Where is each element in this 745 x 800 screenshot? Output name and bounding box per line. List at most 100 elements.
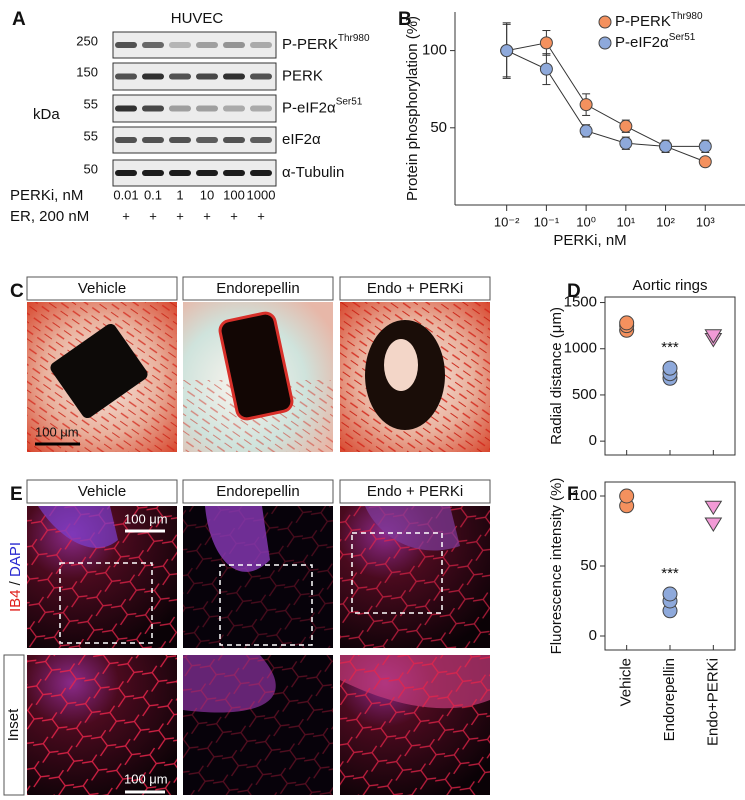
legend-label: P-PERKThr980: [615, 11, 703, 30]
title-box: [339, 276, 491, 301]
data-point: [662, 360, 678, 376]
panel-label: B: [398, 9, 412, 30]
image-title: Endo + PERKi: [367, 483, 463, 500]
x-tick-label: 10⁻¹: [534, 214, 560, 229]
image-title: Vehicle: [78, 483, 126, 500]
x-tick-label: Vehicle: [618, 658, 635, 706]
scale-label: 100 μm: [35, 424, 79, 439]
inset-label-box: [3, 654, 25, 796]
ring: [38, 506, 118, 548]
y-tick-label: 100: [572, 487, 597, 504]
title-box: [26, 479, 178, 504]
image-texture: [340, 655, 490, 795]
blot-strip: [112, 62, 277, 91]
blot-band: [223, 42, 245, 48]
blot-band: [250, 170, 272, 176]
conc-value: 0.01: [113, 187, 138, 202]
label-sup: Ser51: [336, 96, 363, 107]
mw-label: 150: [76, 64, 98, 79]
ring: [205, 506, 270, 572]
x-tick-label: 10¹: [616, 214, 635, 229]
label-text: P-PERK: [282, 36, 338, 53]
blot-band: [115, 73, 137, 80]
data-point: [704, 329, 723, 344]
blot-band: [169, 73, 191, 80]
image-title: Endorepellin: [216, 280, 299, 297]
y-tick-label: 500: [572, 386, 597, 403]
data-point: [579, 124, 593, 138]
label-text: α-Tubulin: [282, 164, 344, 181]
legend-name: P-PERK: [615, 13, 671, 30]
blot-band: [169, 105, 191, 112]
data-point: [698, 139, 712, 153]
legend-marker: [598, 15, 612, 29]
stain-label: IB4 / DAPI: [7, 542, 24, 612]
conc-value: 1000: [247, 187, 276, 202]
x-tick-label: 10³: [696, 214, 715, 229]
legend-sup: Ser51: [669, 32, 696, 43]
stain-part: /: [7, 577, 24, 590]
y-tick-label: 50: [580, 557, 597, 574]
scale-label: 100 μm: [124, 511, 168, 526]
legend-marker: [598, 36, 612, 50]
blot-strip: [112, 31, 277, 59]
mw-label: 55: [84, 96, 98, 111]
label-text: eIF2α: [282, 131, 321, 148]
ring: [50, 323, 148, 419]
image-texture: [27, 655, 177, 795]
blot-band: [169, 170, 191, 176]
panel-label: A: [12, 9, 26, 30]
blot-band: [223, 170, 245, 176]
panel-label: C: [10, 281, 24, 302]
blot-band: [142, 170, 164, 176]
title-box: [182, 479, 334, 504]
data-point: [698, 155, 712, 169]
blot-band: [142, 42, 164, 48]
stain-part: IB4: [7, 590, 24, 613]
series-line: [506, 42, 706, 163]
y-tick-label: 100: [422, 42, 447, 59]
blot-band: [142, 137, 164, 143]
legend-sup: Thr980: [671, 11, 703, 22]
blot-row-label: P-PERKThr980: [282, 33, 370, 53]
blot-band: [196, 73, 218, 80]
blot-band: [115, 137, 137, 143]
inset-label: Inset: [5, 708, 22, 741]
data-point: [619, 119, 633, 133]
blot-row-label: PERK: [282, 67, 323, 84]
conc-value: 10: [200, 187, 214, 202]
y-tick-label: 1500: [564, 294, 597, 311]
blot-band: [169, 42, 191, 48]
blot-band: [223, 105, 245, 112]
data-point: [619, 488, 635, 504]
blot-title: HUVEC: [171, 10, 224, 27]
label-sup: Thr980: [338, 33, 370, 44]
er-mark: +: [230, 208, 238, 223]
data-point: [704, 517, 723, 532]
y-tick-label: 0: [589, 432, 597, 449]
er-mark: +: [149, 208, 157, 223]
y-tick-label: 50: [430, 119, 447, 136]
y-tick-label: 1000: [564, 340, 597, 357]
conc-label: PERKi, nM: [10, 187, 83, 204]
blot-strip: [112, 126, 277, 154]
significance: ***: [661, 339, 679, 356]
y-axis-label: Protein phosphorylation (%): [404, 16, 421, 201]
blot-unit: kDa: [33, 106, 60, 123]
ring: [365, 506, 460, 551]
label-text: PERK: [282, 67, 323, 84]
y-axis-label: Fluorescence intensity (%): [548, 478, 565, 655]
conc-value: 100: [223, 187, 245, 202]
mw-label: 50: [84, 161, 98, 176]
x-tick-label: Endo+PERKi: [704, 658, 721, 746]
ring-lumen: [384, 339, 418, 391]
er-mark: +: [203, 208, 211, 223]
blot-band: [169, 137, 191, 143]
y-tick-label: 0: [589, 627, 597, 644]
mw-label: 55: [84, 128, 98, 143]
blot-band: [250, 42, 272, 48]
er-mark: +: [122, 208, 130, 223]
blot-band: [223, 137, 245, 143]
blot-band: [142, 73, 164, 80]
